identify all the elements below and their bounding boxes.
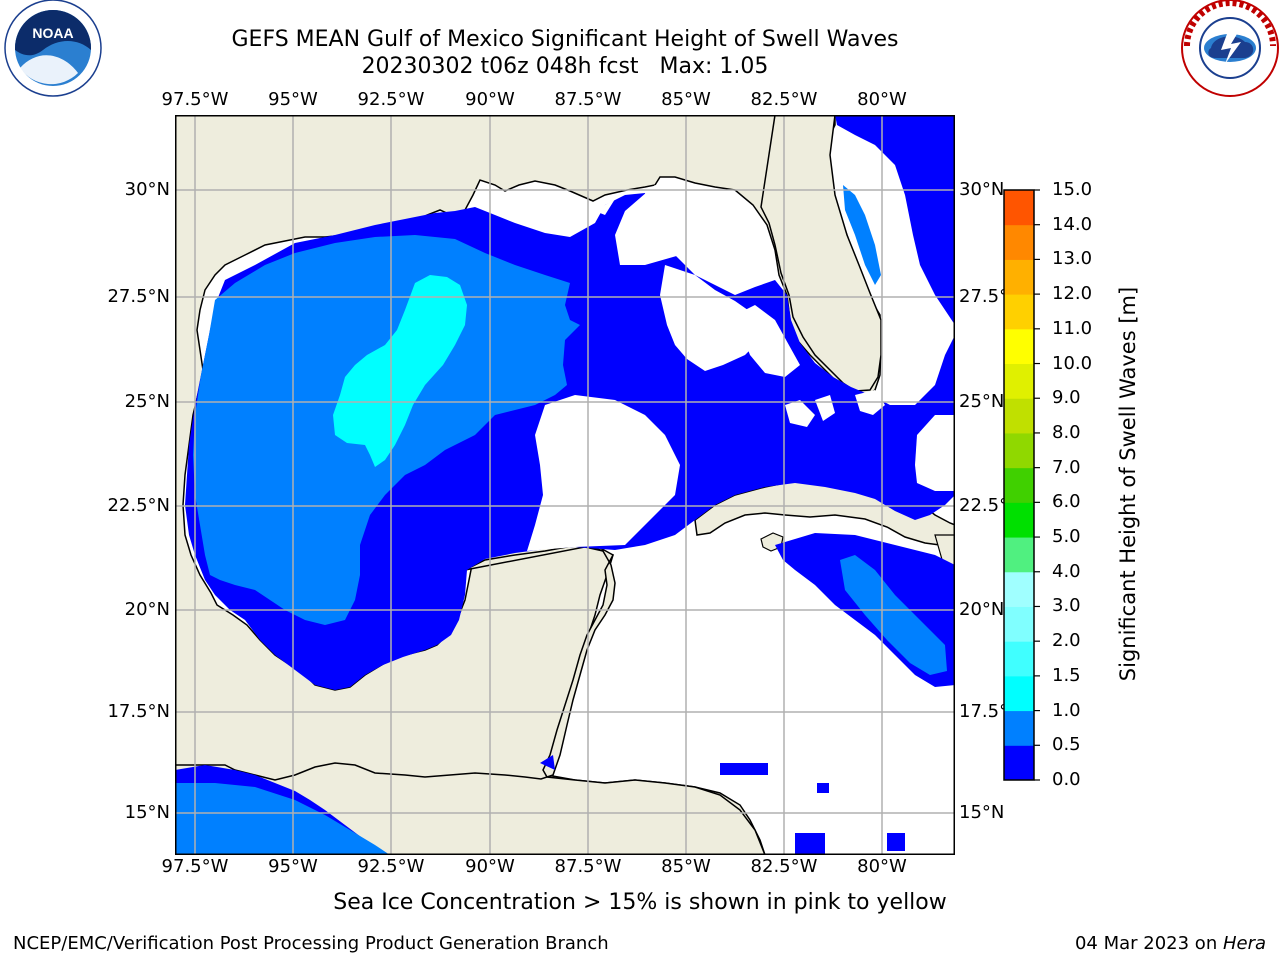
colorbar-tick-label: 14.0 [1052,213,1093,235]
colorbar-tick-label: 12.0 [1052,283,1093,305]
colorbar-tick-label: 8.0 [1052,421,1081,443]
longitude-label: 85°W [661,89,711,110]
colorbar-segment [1004,294,1034,330]
longitude-label: 95°W [268,89,318,110]
map-gridlines [175,115,954,854]
latitude-label: 27.5° [959,286,1009,307]
latitude-label: 30°N [959,179,1005,200]
colorbar-tick-label: 6.0 [1052,491,1081,513]
max-value: Max: 1.05 [659,54,769,79]
noaa-logo-text: NOAA [32,25,73,41]
longitude-label: 92.5°W [357,856,425,877]
credit-date: 04 Mar 2023 on Hera [1075,933,1266,954]
colorbar-frame [1003,189,1035,781]
longitude-label: 90°W [465,89,515,110]
colorbar-tick-label: 15.0 [1052,179,1093,200]
colorbar-tick-label: 11.0 [1052,317,1093,339]
colorbar-segment [1004,571,1034,607]
latitude-label: 25°N [959,391,1005,412]
colorbar-tick-label: 1.0 [1052,699,1081,721]
latitude-label: 15°N [124,802,170,823]
latitude-label: 22.5°N [107,495,170,516]
colorbar-segment [1004,190,1034,226]
longitude-label: 85°W [661,856,711,877]
latitude-label: 25°N [124,391,170,412]
swell-band-1.0-1.5 [333,275,467,467]
colorbar-segment [1004,398,1034,434]
latitude-label: 17.5° [959,701,1009,722]
colorbar-tick-label: 2.0 [1052,630,1081,652]
colorbar-segment [1004,224,1034,260]
colorbar-segment [1004,467,1034,503]
land-yucatan [175,544,766,854]
longitude-label: 82.5°W [750,89,818,110]
colorbar-segment [1004,502,1034,538]
colorbar-segment [1004,745,1034,781]
credit-branch: NCEP/EMC/Verification Post Processing Pr… [13,933,609,954]
colorbar-label: Significant Height of Swell Waves [m] [1116,286,1140,682]
longitude-label: 95°W [268,856,318,877]
colorbar-tick-label: 3.0 [1052,595,1081,617]
colorbar-segment [1004,259,1034,295]
colorbar-tick-label: 13.0 [1052,248,1093,270]
forecast-run: 20230302 t06z 048h fcst [361,54,639,79]
colorbar-segment [1004,675,1034,712]
colorbar-segment [1004,606,1034,642]
latitude-label: 22.5° [959,495,1009,516]
colorbar-segment [1004,432,1034,469]
colorbar-tick-label: 10.0 [1052,352,1093,374]
longitude-label: 92.5°W [357,89,425,110]
latitude-label: 27.5°N [107,286,170,307]
longitude-label: 80°W [857,856,907,877]
latitude-label: 15°N [959,802,1005,823]
colorbar-tick-label: 4.0 [1052,560,1081,582]
longitude-label: 87.5°W [554,856,622,877]
colorbar-segment [1004,363,1034,399]
longitude-label: 82.5°W [750,856,818,877]
credit-host: Hera [1222,933,1266,954]
map-title: GEFS MEAN Gulf of Mexico Significant Hei… [231,27,899,52]
latitude-label: 20°N [959,599,1005,620]
noaa-logo: NOAA [4,0,102,97]
colorbar-segment [1004,641,1034,677]
latitude-label: 20°N [124,599,170,620]
map-frame [175,115,955,855]
colorbar-segment [1004,537,1034,573]
longitude-label: 87.5°W [554,89,622,110]
map-subtitle: 20230302 t06z 048h fcst Max: 1.05 [0,54,1130,80]
colorbar-segment [1004,710,1034,746]
colorbar-tick-label: 0.5 [1052,734,1081,756]
colorbar [1003,189,1040,781]
colorbar-tick-label: 0.0 [1052,769,1081,790]
longitude-label: 97.5°W [161,89,229,110]
longitude-label: 80°W [857,89,907,110]
longitude-label: 97.5°W [161,856,229,877]
colorbar-tick-label: 5.0 [1052,526,1081,548]
colorbar-segment [1004,328,1034,365]
longitude-label: 90°W [465,856,515,877]
colorbar-tick-label: 7.0 [1052,456,1081,478]
colorbar-tick-label: 1.5 [1052,664,1081,686]
credit-date-text: 04 Mar 2023 on [1074,933,1223,954]
nws-logo [1181,0,1279,97]
sea-ice-note: Sea Ice Concentration > 15% is shown in … [333,890,947,915]
gulf-of-mexico-map [175,115,955,855]
no-swell-areas [527,185,954,655]
colorbar-tick-label: 9.0 [1052,387,1081,409]
latitude-label: 30°N [124,179,170,200]
latitude-label: 17.5°N [107,701,170,722]
